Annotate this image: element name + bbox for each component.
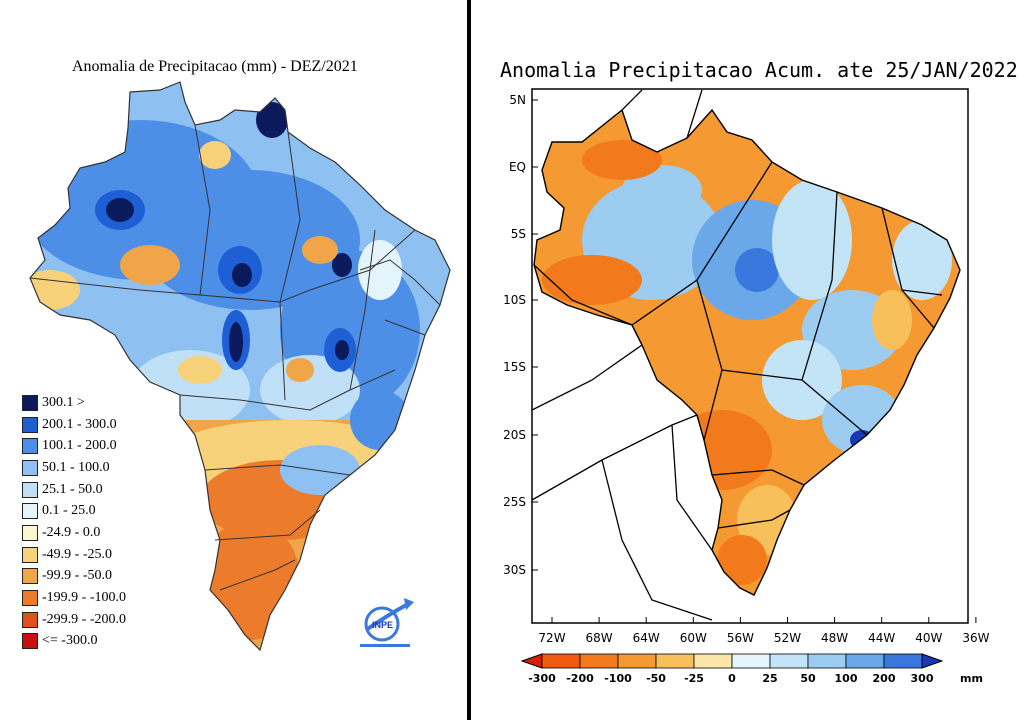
- colorbar-segment: [617, 653, 657, 669]
- legend-item: -49.9 - -25.0: [22, 544, 126, 566]
- colorbar-label: 25: [762, 672, 777, 685]
- left-brazil-anomaly-map: [29, 81, 451, 652]
- legend-label: -299.9 - -200.0: [42, 611, 126, 627]
- latitude-label: 15S: [503, 360, 526, 374]
- longitude-label: 56W: [727, 631, 754, 645]
- legend-swatch: [22, 459, 38, 476]
- longitude-label: 68W: [586, 631, 613, 645]
- latitude-label: 30S: [503, 563, 526, 577]
- legend-item: -299.9 - -200.0: [22, 609, 126, 631]
- legend-item: 25.1 - 50.0: [22, 479, 126, 501]
- legend-label: -199.9 - -100.0: [42, 590, 126, 606]
- legend-label: -99.9 - -50.0: [42, 568, 112, 584]
- legend-swatch: [22, 503, 38, 520]
- legend-item: -99.9 - -50.0: [22, 566, 126, 588]
- legend-swatch: [22, 568, 38, 585]
- longitude-label: 44W: [868, 631, 895, 645]
- longitude-label: 72W: [538, 631, 565, 645]
- legend-item: 100.1 - 200.0: [22, 435, 126, 457]
- longitude-label: 52W: [774, 631, 801, 645]
- colorbar-segment: [769, 653, 809, 669]
- legend-label: 100.1 - 200.0: [42, 438, 117, 454]
- latitude-labels: 5N EQ 5S 10S 15S 20S 25S 30S: [503, 93, 538, 577]
- latitude-label: 25S: [503, 495, 526, 509]
- right-map-title: Anomalia Precipitacao Acum. ate 25/JAN/2…: [500, 58, 1018, 82]
- latitude-label: 5S: [511, 227, 526, 241]
- legend-item: -24.9 - 0.0: [22, 522, 126, 544]
- latitude-label: 20S: [503, 428, 526, 442]
- colorbar-label: 0: [728, 672, 736, 685]
- left-map-title: Anomalia de Precipitacao (mm) - DEZ/2021: [72, 58, 358, 75]
- legend-swatch: [22, 438, 38, 455]
- longitude-labels: 72W 68W 64W 60W 56W 52W 48W 44W 40W 36W: [538, 617, 990, 645]
- colorbar-max-arrow: [921, 653, 944, 669]
- latitude-label: EQ: [509, 160, 526, 174]
- legend-item: -199.9 - -100.0: [22, 587, 126, 609]
- right-brazil-anomaly-map: 5N EQ 5S 10S 15S 20S 25S 30S 72W 68W 64W 60W 56W 52W…: [503, 88, 990, 685]
- legend-label: 300.1 >: [42, 394, 85, 410]
- inpe-logo-icon: INPE: [360, 598, 414, 647]
- legend-swatch: [22, 611, 38, 628]
- legend-label: -49.9 - -25.0: [42, 546, 112, 562]
- legend-swatch: [22, 546, 38, 563]
- colorbar-segment: [693, 653, 733, 669]
- legend-item: 50.1 - 100.0: [22, 457, 126, 479]
- left-panel: Anomalia de Precipitacao (mm) - DEZ/2021: [0, 0, 468, 720]
- legend-swatch: [22, 481, 38, 498]
- legend-swatch: [22, 590, 38, 607]
- legend-label: -24.9 - 0.0: [42, 524, 101, 540]
- colorbar-segment: [579, 653, 619, 669]
- legend-swatch: [22, 394, 38, 411]
- inpe-logo-text: INPE: [372, 620, 393, 630]
- colorbar-segment: [807, 653, 847, 669]
- legend-label: 200.1 - 300.0: [42, 416, 117, 432]
- colorbar-label: -100: [604, 672, 632, 685]
- latitude-label: 10S: [503, 293, 526, 307]
- legend-label: 25.1 - 50.0: [42, 481, 103, 497]
- legend-label: <= -300.0: [42, 633, 98, 649]
- legend-swatch: [22, 524, 38, 541]
- legend-item: 200.1 - 300.0: [22, 414, 126, 436]
- colorbar-segment: [845, 653, 885, 669]
- colorbar-unit: mm: [960, 672, 983, 685]
- legend-label: 50.1 - 100.0: [42, 459, 110, 475]
- right-panel: Anomalia Precipitacao Acum. ate 25/JAN/2…: [472, 0, 1024, 720]
- latitude-label: 5N: [509, 93, 526, 107]
- colorbar-label: 200: [873, 672, 896, 685]
- colorbar-segment: [731, 653, 771, 669]
- longitude-label: 40W: [915, 631, 942, 645]
- colorbar-label: -25: [684, 672, 704, 685]
- legend-item: 300.1 >: [22, 392, 126, 414]
- legend-label: 0.1 - 25.0: [42, 503, 96, 519]
- colorbar-segment: [655, 653, 695, 669]
- colorbar: -300 -200 -100 -50 -25 0 25 50 100 200 300: [520, 653, 944, 685]
- colorbar-label: -200: [566, 672, 594, 685]
- panel-divider: [467, 0, 471, 720]
- colorbar-min-arrow: [520, 653, 543, 669]
- legend-swatch: [22, 416, 38, 433]
- legend-item: 0.1 - 25.0: [22, 500, 126, 522]
- colorbar-segment: [883, 653, 923, 669]
- longitude-label: 48W: [821, 631, 848, 645]
- longitude-label: 60W: [680, 631, 707, 645]
- legend-swatch: [22, 633, 38, 650]
- longitude-label: 64W: [633, 631, 660, 645]
- colorbar-label: 50: [800, 672, 816, 685]
- colorbar-label: -50: [646, 672, 666, 685]
- colorbar-label: -300: [528, 672, 556, 685]
- colorbar-label: 300: [911, 672, 934, 685]
- legend-item: <= -300.0: [22, 631, 126, 653]
- longitude-label: 36W: [962, 631, 989, 645]
- left-legend: 300.1 > 200.1 - 300.0 100.1 - 200.0 50.1 - …: [22, 392, 126, 652]
- colorbar-segment: [541, 653, 581, 669]
- colorbar-label: 100: [835, 672, 858, 685]
